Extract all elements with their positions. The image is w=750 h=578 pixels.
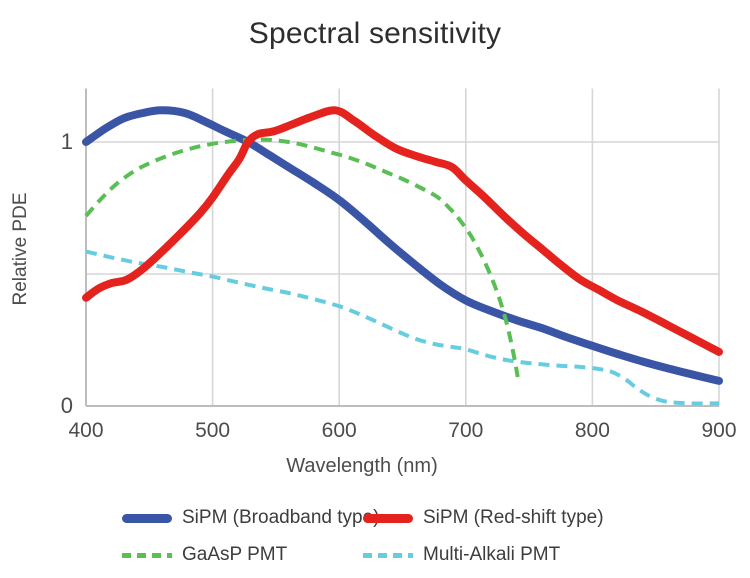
y-tick-label-1: 1: [61, 129, 73, 154]
x-tick-label-700: 700: [448, 419, 483, 442]
legend-item-sipm-broadband: SiPM (Broadband type): [122, 506, 380, 530]
legend-item-multi-alkali-pmt: Multi-Alkali PMT: [363, 543, 604, 567]
legend-swatch-green-dashed-line-icon: [122, 552, 172, 558]
legend: SiPM (Broadband type) SiPM (Red-shift ty…: [122, 506, 604, 567]
legend-label-multi-alkali-pmt: Multi-Alkali PMT: [423, 544, 561, 565]
x-tick-label-600: 600: [322, 419, 357, 442]
legend-swatch-blue-line-icon: [122, 513, 172, 523]
x-tick-label-500: 500: [195, 419, 230, 442]
y-axis-title: Relative PDE: [10, 193, 31, 306]
legend-label-sipm-broadband: SiPM (Broadband type): [182, 507, 380, 528]
legend-label-gaasp-pmt: GaAsP PMT: [182, 544, 288, 565]
x-tick-label-900: 900: [701, 419, 736, 442]
legend-item-gaasp-pmt: GaAsP PMT: [122, 543, 363, 567]
curve-multi-alkali-pmt: [85, 249, 720, 406]
curve-sipm-broadband-type: [82, 106, 723, 385]
x-tick-label-400: 400: [68, 419, 103, 442]
legend-item-sipm-redshift: SiPM (Red-shift type): [363, 506, 604, 530]
legend-swatch-cyan-dashed-line-icon: [363, 552, 413, 558]
y-tick-label-0: 0: [61, 393, 73, 418]
plot-area: 400 500 600 700 800 900 0 1 Wavelength (nm) Relat…: [10, 88, 737, 477]
chart-title: Spectral sensitivity: [248, 17, 502, 50]
legend-label-sipm-redshift: SiPM (Red-shift type): [423, 507, 604, 528]
curve-sipm-red-shift-type: [82, 106, 723, 356]
x-tick-label-800: 800: [575, 419, 610, 442]
legend-swatch-red-line-icon: [363, 513, 413, 523]
x-axis-title: Wavelength (nm): [286, 455, 438, 477]
